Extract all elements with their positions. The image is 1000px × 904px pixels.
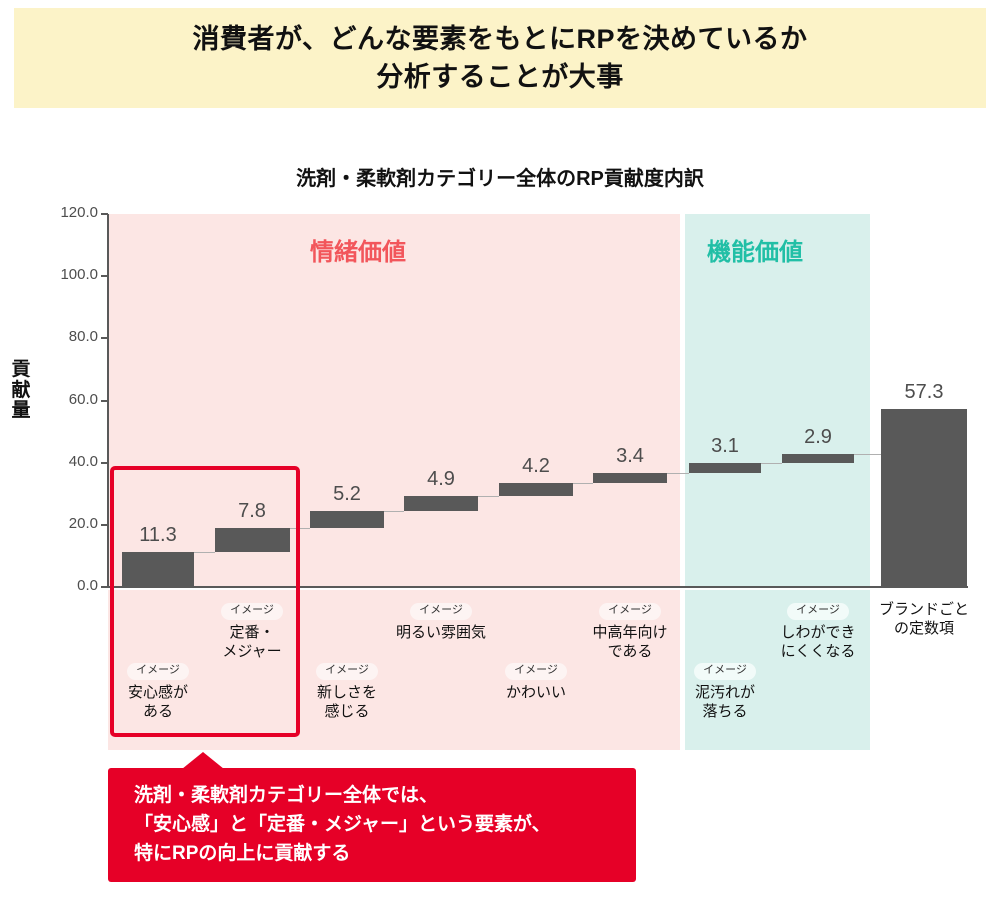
category-badge: イメージ: [505, 663, 567, 680]
category-label: イメージしわができ にくくなる: [766, 600, 870, 661]
y-axis-title-char-3: 量: [11, 400, 31, 422]
callout-line-3: 特にRPの向上に貢献する: [134, 842, 351, 864]
connector-line: [384, 511, 404, 513]
connector-line: [854, 453, 881, 455]
category-label-text: 泥汚れが 落ちる: [694, 683, 755, 720]
category-label: ブランドごと の定数項: [872, 600, 976, 638]
category-label-text: 定番・ メジャー: [222, 623, 282, 660]
category-badge: イメージ: [599, 603, 661, 620]
y-tick-label: 40.0: [68, 452, 98, 470]
category-label: イメージ安心感が ある: [106, 660, 210, 721]
bar-value-label: 57.3: [904, 380, 944, 403]
category-label: イメージ泥汚れが 落ちる: [673, 660, 777, 721]
bar: [881, 408, 967, 587]
group-label-emotional: 情緒価値: [310, 239, 406, 266]
bar: [404, 496, 478, 512]
callout-box: 洗剤・柔軟剤カテゴリー全体では、 「安心感」と「定番・メジャー」という要素が、 …: [108, 768, 636, 882]
bar: [593, 472, 667, 484]
category-badge: イメージ: [410, 603, 472, 620]
group-band-emotional-labels: [108, 590, 680, 750]
group-band-functional-plot: [685, 214, 870, 587]
callout-line-1: 洗剤・柔軟剤カテゴリー全体では、: [134, 785, 439, 806]
category-label-text: かわいい: [505, 683, 566, 701]
category-badge: イメージ: [127, 663, 189, 680]
chart-title: 洗剤・柔軟剤カテゴリー全体のRP貢献度内訳: [296, 168, 704, 190]
category-label-text: ブランドごと の定数項: [878, 601, 969, 638]
connector-line: [289, 527, 310, 529]
y-tick-label: 100.0: [60, 266, 98, 284]
x-axis-line: [107, 586, 968, 588]
bar-value-label: 4.9: [427, 468, 455, 491]
category-label: イメージ定番・ メジャー: [200, 600, 304, 661]
bar-value-label: 5.2: [333, 483, 361, 506]
y-tick-label: 120.0: [60, 204, 98, 221]
category-label-text: 中高年向け である: [592, 623, 668, 660]
y-tick-mark: [101, 523, 108, 526]
category-badge: イメージ: [694, 663, 756, 680]
category-badge: イメージ: [221, 603, 283, 620]
title-line-1: 消費者が、どんな要素をもとにRPを決めているか: [192, 23, 808, 54]
y-tick-mark: [101, 586, 108, 588]
connector-line: [478, 496, 499, 498]
bar-value-label: 3.1: [711, 434, 739, 457]
category-label: イメージ新しさを 感じる: [295, 660, 399, 721]
title-line-2: 分析することが大事: [376, 62, 624, 92]
title-banner: 消費者が、どんな要素をもとにRPを決めているか 分析することが大事: [14, 8, 986, 108]
y-axis-title-char-1: 貢: [11, 359, 31, 380]
y-axis-title-char-2: 献: [11, 379, 31, 401]
callout-arrow: [182, 752, 224, 769]
callout-text: 洗剤・柔軟剤カテゴリー全体では、 「安心感」と「定番・メジャー」という要素が、 …: [134, 782, 628, 869]
connector-line: [194, 551, 215, 553]
bar: [310, 511, 384, 528]
category-label-text: 安心感が ある: [127, 683, 188, 720]
bar: [122, 551, 194, 587]
category-label-text: 明るい雰囲気: [395, 623, 486, 641]
category-badge: イメージ: [316, 663, 378, 680]
y-tick-label: 20.0: [68, 514, 98, 532]
connector-line: [761, 462, 782, 464]
category-label: イメージ中高年向け である: [578, 600, 682, 661]
category-badge: イメージ: [787, 603, 849, 620]
y-tick-label: 80.0: [68, 328, 98, 346]
connector-line: [667, 472, 689, 474]
y-tick-mark: [101, 337, 108, 340]
y-tick-label: 60.0: [68, 390, 98, 408]
bar-value-label: 7.8: [238, 499, 266, 522]
bar-value-label: 3.4: [616, 444, 644, 467]
category-label-text: しわができ にくくなる: [780, 623, 856, 660]
callout-line-2: 「安心感」と「定番・メジャー」という要素が、: [134, 813, 551, 835]
category-label: イメージ かわいい: [484, 660, 588, 702]
y-axis-title: 貢 献 量: [8, 359, 34, 422]
category-label: イメージ明るい雰囲気: [389, 600, 493, 642]
bar-value-label: 11.3: [139, 523, 177, 546]
bar: [214, 527, 290, 552]
y-tick-label: 0.0: [77, 577, 98, 594]
bar: [499, 483, 573, 497]
connector-line: [573, 483, 593, 485]
category-label-text: 新しさを 感じる: [316, 683, 377, 720]
y-axis-line: [107, 214, 109, 588]
bar: [689, 462, 761, 473]
group-band-emotional-plot: [108, 214, 680, 587]
y-tick-mark: [101, 399, 108, 402]
y-tick-mark: [101, 461, 108, 464]
bar-value-label: 4.2: [522, 455, 550, 478]
bar-value-label: 2.9: [804, 425, 832, 448]
y-tick-mark: [101, 213, 108, 215]
y-tick-mark: [101, 275, 108, 278]
bar: [782, 453, 854, 463]
group-label-functional: 機能価値: [707, 239, 803, 266]
